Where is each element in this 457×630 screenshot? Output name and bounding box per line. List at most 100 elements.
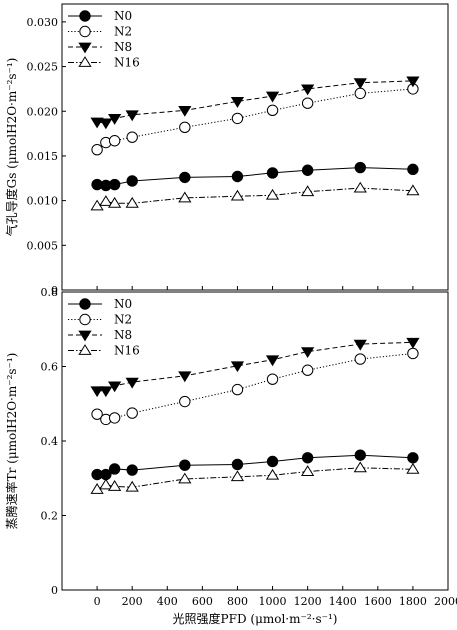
data-point-N0 <box>266 455 279 468</box>
data-point-N0 <box>407 452 419 464</box>
data-point-N2 <box>266 104 279 117</box>
x-tick-label: 1000 <box>259 595 287 608</box>
data-point-N8 <box>406 76 420 88</box>
series-N2 <box>91 347 419 426</box>
data-point-N0 <box>126 464 138 476</box>
data-point-N8 <box>108 381 122 393</box>
x-tick-label: 1200 <box>294 595 322 608</box>
data-point-N16 <box>178 472 192 484</box>
data-point-N2 <box>179 121 191 134</box>
data-point-N2 <box>91 143 103 156</box>
legend-marker-N0 <box>79 10 91 22</box>
legend-label-N8: N8 <box>114 40 132 54</box>
series-line-N0 <box>97 167 413 186</box>
data-point-N0 <box>108 178 121 191</box>
data-point-N8 <box>353 339 367 351</box>
x-tick-label: 200 <box>122 595 143 608</box>
y-tick-label: 0.4 <box>41 435 59 448</box>
data-point-N8 <box>265 355 280 367</box>
legend-label-N16: N16 <box>114 344 140 358</box>
data-point-N8 <box>230 361 245 373</box>
x-tick-label: 800 <box>227 595 248 608</box>
legend-marker-N8 <box>78 330 92 342</box>
data-point-N2 <box>231 383 244 396</box>
y-tick-label: 0.025 <box>27 61 59 74</box>
data-point-N0 <box>354 449 366 461</box>
data-point-N16 <box>125 480 139 492</box>
x-axis-label: 光照强度PFD (μmol·m⁻²·s⁻¹) <box>173 611 338 626</box>
legend-marker-N2 <box>79 313 91 326</box>
data-point-N16 <box>265 188 280 200</box>
data-point-N8 <box>125 377 139 389</box>
data-point-N16 <box>178 191 192 203</box>
data-point-N16 <box>108 196 122 208</box>
y-tick-label: 0 <box>51 284 58 297</box>
data-point-N8 <box>406 337 420 349</box>
x-tick-label: 0 <box>94 595 101 608</box>
series-N16 <box>90 181 420 211</box>
data-point-N2 <box>301 364 314 376</box>
data-point-N0 <box>231 458 244 471</box>
legend-label-N16: N16 <box>114 56 140 70</box>
plot-frame <box>61 3 449 291</box>
y-tick-label: 0.6 <box>41 361 59 374</box>
data-point-N0 <box>301 164 314 176</box>
data-point-N8 <box>301 84 315 96</box>
data-point-N2 <box>126 131 138 143</box>
legend-marker-N2 <box>79 25 91 38</box>
data-point-N8 <box>99 386 113 398</box>
x-tick-label: 600 <box>192 595 213 608</box>
data-point-N8 <box>353 78 367 90</box>
legend-marker-N16 <box>78 56 92 67</box>
x-tick-label: 2000 <box>434 595 457 608</box>
data-point-N0 <box>179 459 191 471</box>
x-tick-label: 1400 <box>329 595 357 608</box>
data-point-N2 <box>231 112 244 125</box>
data-point-N2 <box>354 87 366 100</box>
series-line-N8 <box>97 80 413 124</box>
y-tick-label: 0.8 <box>41 286 59 299</box>
data-point-N8 <box>90 117 104 129</box>
series-N8 <box>90 76 420 130</box>
data-point-N0 <box>301 452 314 464</box>
data-point-N0 <box>354 161 366 174</box>
data-point-N16 <box>265 468 280 480</box>
data-point-N16 <box>301 465 315 476</box>
data-point-N16 <box>108 480 122 491</box>
data-point-N0 <box>126 175 138 187</box>
legend-marker-N16 <box>78 344 92 355</box>
series-N2 <box>91 83 419 156</box>
x-tick-label: 400 <box>157 595 178 608</box>
x-tick-label: 1800 <box>399 595 427 608</box>
data-point-N2 <box>108 412 121 424</box>
data-point-N8 <box>178 371 192 383</box>
data-point-N8 <box>125 110 139 122</box>
y-axis-label: 蒸腾速率Tr (μmolH2O·m⁻²s⁻¹) <box>4 353 19 530</box>
data-point-N8 <box>230 97 245 108</box>
data-point-N2 <box>91 408 103 420</box>
data-point-N16 <box>99 478 113 490</box>
legend-label-N0: N0 <box>114 9 132 23</box>
data-point-N16 <box>406 184 420 196</box>
y-tick-label: 0.2 <box>41 510 59 523</box>
gs-panel: 0 0.005 0.010 0.015 0.020 0.025 0.030 气孔导度Gs (μ… <box>4 3 449 297</box>
data-point-N0 <box>407 163 419 176</box>
series-line-N2 <box>96 88 413 151</box>
data-point-N16 <box>353 461 367 473</box>
data-point-N2 <box>266 373 279 385</box>
data-point-N16 <box>406 462 420 474</box>
data-point-N0 <box>108 463 121 475</box>
data-point-N0 <box>179 171 191 184</box>
data-point-N16 <box>230 470 245 482</box>
data-point-N16 <box>353 181 367 193</box>
data-point-N0 <box>266 167 279 179</box>
data-point-N8 <box>301 347 315 359</box>
data-point-N8 <box>265 91 280 103</box>
x-tick-label: 1600 <box>364 595 392 608</box>
data-point-N8 <box>178 105 192 117</box>
data-point-N8 <box>108 114 122 125</box>
y-tick-label: 0.030 <box>27 16 59 29</box>
